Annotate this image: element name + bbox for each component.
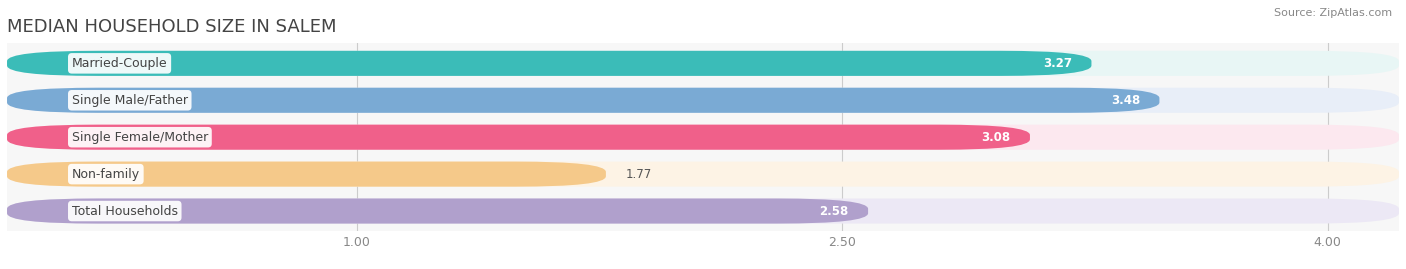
FancyBboxPatch shape xyxy=(7,199,1399,224)
FancyBboxPatch shape xyxy=(7,125,1031,150)
Text: 1.77: 1.77 xyxy=(626,168,651,180)
Text: 3.48: 3.48 xyxy=(1111,94,1140,107)
Text: Single Male/Father: Single Male/Father xyxy=(72,94,188,107)
FancyBboxPatch shape xyxy=(7,88,1399,113)
FancyBboxPatch shape xyxy=(7,51,1091,76)
Text: Non-family: Non-family xyxy=(72,168,139,180)
Text: 3.27: 3.27 xyxy=(1043,57,1071,70)
Text: Single Female/Mother: Single Female/Mother xyxy=(72,131,208,144)
Text: 2.58: 2.58 xyxy=(820,204,849,218)
FancyBboxPatch shape xyxy=(7,162,606,187)
FancyBboxPatch shape xyxy=(7,199,868,224)
Text: MEDIAN HOUSEHOLD SIZE IN SALEM: MEDIAN HOUSEHOLD SIZE IN SALEM xyxy=(7,18,336,36)
FancyBboxPatch shape xyxy=(7,51,1399,76)
Text: Total Households: Total Households xyxy=(72,204,177,218)
FancyBboxPatch shape xyxy=(7,125,1399,150)
FancyBboxPatch shape xyxy=(7,88,1160,113)
Text: 3.08: 3.08 xyxy=(981,131,1011,144)
Text: Source: ZipAtlas.com: Source: ZipAtlas.com xyxy=(1274,8,1392,18)
FancyBboxPatch shape xyxy=(7,162,1399,187)
Text: Married-Couple: Married-Couple xyxy=(72,57,167,70)
